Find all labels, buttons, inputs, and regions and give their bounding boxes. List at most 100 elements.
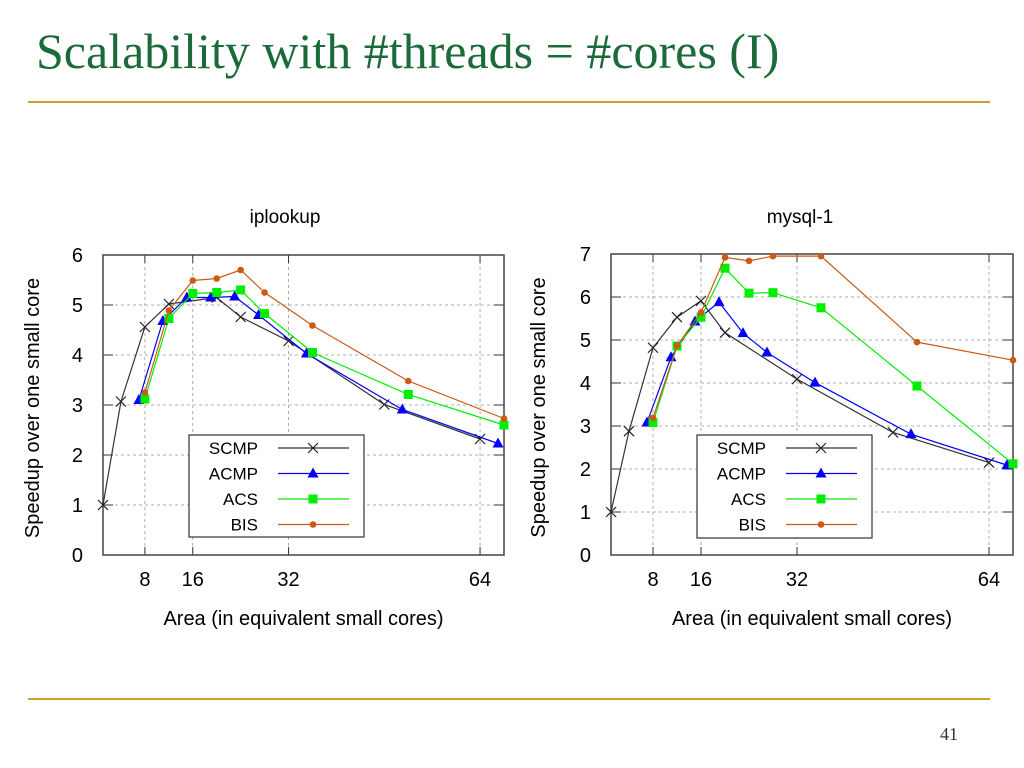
- data-point: [163, 298, 175, 310]
- legend-label: ACMP: [209, 465, 258, 484]
- series-SCMP: [605, 295, 995, 518]
- data-point: [229, 290, 241, 301]
- data-point: [283, 335, 294, 347]
- legend: SCMP ACMP ACS BIS: [696, 434, 873, 539]
- data-point: [673, 342, 681, 349]
- data-point: [913, 338, 921, 346]
- x-axis-label: Area (in equivalent small cores): [163, 608, 443, 630]
- data-point: [905, 428, 917, 439]
- data-point: [115, 396, 127, 407]
- data-point: [605, 506, 617, 518]
- series-line: [144, 269, 505, 420]
- data-point: [307, 348, 317, 357]
- data-point: [768, 288, 778, 298]
- y-axis-label: Speedup over one small core: [22, 278, 44, 538]
- series-BIS: [141, 266, 508, 422]
- x-tick-label: 8: [139, 569, 150, 591]
- x-tick-label: 16: [182, 569, 204, 591]
- page-number: 41: [940, 724, 958, 744]
- y-tick-label: 7: [580, 244, 591, 266]
- data-point: [720, 263, 730, 273]
- data-point: [97, 499, 109, 511]
- y-tick-label: 0: [580, 545, 591, 567]
- data-point: [887, 427, 899, 438]
- y-tick-label: 4: [580, 373, 591, 395]
- data-point: [623, 425, 635, 437]
- series-line: [652, 255, 1014, 419]
- data-point: [235, 311, 247, 323]
- series-ACMP: [133, 290, 504, 448]
- legend-marker: [817, 521, 825, 528]
- legend-box: [696, 434, 873, 539]
- data-point: [737, 327, 749, 338]
- data-point: [745, 257, 753, 265]
- data-point: [309, 322, 316, 329]
- series-ACS: [140, 285, 509, 430]
- series-line: [144, 289, 505, 426]
- y-tick-label: 1: [72, 495, 83, 517]
- data-point: [671, 311, 683, 323]
- slide-title: Scalability with #threads = #cores (I): [36, 23, 780, 79]
- data-point: [165, 307, 173, 314]
- legend-label: SCMP: [209, 439, 258, 458]
- data-point: [499, 420, 509, 430]
- y-tick-label: 6: [580, 287, 591, 309]
- series-BIS: [649, 252, 1017, 422]
- data-point: [396, 403, 408, 414]
- legend: SCMP ACMP ACS BIS: [188, 434, 365, 538]
- legend-marker: [308, 494, 318, 504]
- data-point: [139, 321, 151, 333]
- x-axis-label: Area (in equivalent small cores): [672, 608, 952, 630]
- y-tick-label: 5: [580, 330, 591, 352]
- data-point: [983, 457, 995, 468]
- data-point: [237, 266, 244, 274]
- data-point: [164, 314, 174, 323]
- y-tick-label: 5: [72, 295, 83, 317]
- data-point: [912, 381, 922, 391]
- y-tick-label: 3: [580, 416, 591, 438]
- data-point: [189, 277, 197, 284]
- data-point: [719, 327, 731, 339]
- data-point: [141, 389, 149, 396]
- data-point: [817, 252, 825, 260]
- chart-title: iplookup: [250, 207, 321, 228]
- y-tick-label: 4: [72, 345, 83, 367]
- data-point: [1009, 356, 1017, 364]
- x-tick-label: 64: [469, 569, 491, 591]
- y-tick-label: 1: [580, 502, 591, 524]
- data-point: [761, 346, 773, 357]
- data-point: [649, 414, 657, 422]
- data-point: [744, 288, 754, 298]
- x-tick-label: 8: [647, 569, 658, 591]
- legend-label: ACMP: [717, 465, 766, 484]
- data-point: [188, 289, 198, 298]
- x-tick-label: 64: [978, 569, 1000, 591]
- y-axis-label: Speedup over one small core: [528, 277, 550, 537]
- data-point: [205, 291, 217, 302]
- data-point: [696, 312, 706, 322]
- y-tick-label: 3: [72, 395, 83, 417]
- data-point: [809, 376, 821, 387]
- legend-label: ACS: [223, 490, 258, 509]
- data-point: [665, 351, 677, 362]
- data-point: [140, 394, 150, 404]
- top-divider: [28, 101, 990, 103]
- plot-frame: [102, 254, 505, 556]
- y-tick-label: 2: [580, 459, 591, 481]
- data-point: [261, 289, 268, 296]
- y-tick-label: 6: [72, 245, 83, 267]
- legend-label: ACS: [731, 490, 766, 509]
- data-point: [1008, 459, 1018, 469]
- data-point: [181, 291, 193, 302]
- legend-marker: [309, 521, 317, 528]
- data-point: [816, 303, 826, 313]
- plot-frame: [610, 253, 1014, 556]
- data-point: [236, 285, 246, 295]
- data-point: [713, 296, 725, 307]
- y-tick-label: 0: [72, 545, 83, 567]
- legend-label: SCMP: [717, 439, 766, 458]
- chart-title: mysql-1: [767, 207, 834, 228]
- x-tick-label: 16: [690, 569, 712, 591]
- data-point: [492, 437, 504, 448]
- y-tick-label: 2: [72, 445, 83, 467]
